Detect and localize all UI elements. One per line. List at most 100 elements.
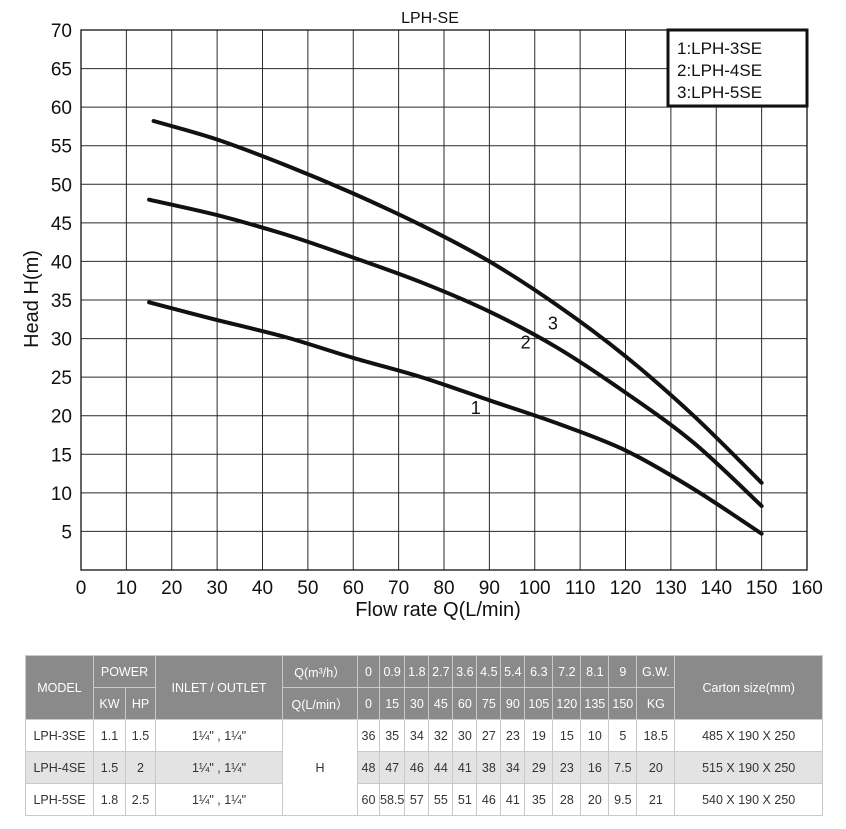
x-tick-label: 30 bbox=[207, 578, 228, 599]
curve-3 bbox=[151, 119, 764, 485]
head-cell: 44 bbox=[428, 751, 454, 784]
spec-table-container: MODEL POWER INLET / OUTLET Q(m³/h） 0 0.9… bbox=[25, 655, 823, 816]
head-cell: 35 bbox=[378, 719, 406, 752]
q-m3h-value: 6.3 bbox=[524, 655, 554, 688]
y-tick-label: 40 bbox=[51, 252, 72, 273]
head-cell: 27 bbox=[476, 719, 502, 752]
x-tick-label: 110 bbox=[565, 578, 595, 599]
table-row: LPH-4SE 1.5 2 1¼" , 1¼" 48 47 46 44 41 3… bbox=[25, 751, 823, 784]
legend: 1:LPH-3SE 2:LPH-4SE 3:LPH-5SE bbox=[666, 28, 809, 108]
model-cell: LPH-5SE bbox=[25, 783, 94, 816]
carton-header: Carton size(mm) bbox=[674, 655, 823, 720]
head-cell: 34 bbox=[404, 719, 430, 752]
head-cell: 35 bbox=[524, 783, 554, 816]
y-axis-label: Head H(m) bbox=[21, 250, 43, 348]
q-m3h-value: 9 bbox=[608, 655, 638, 688]
y-tick-label: 30 bbox=[51, 330, 72, 351]
head-cell: 48 bbox=[357, 751, 380, 784]
q-lmin-value: 75 bbox=[476, 687, 502, 720]
head-cell: 10 bbox=[580, 719, 610, 752]
head-cell: 29 bbox=[524, 751, 554, 784]
head-cell: 41 bbox=[500, 783, 526, 816]
model-cell: LPH-4SE bbox=[25, 751, 94, 784]
q-lmin-value: 0 bbox=[357, 687, 380, 720]
gw-cell: 20 bbox=[636, 751, 676, 784]
head-cell: 20 bbox=[580, 783, 610, 816]
q-m3h-value: 0.9 bbox=[378, 655, 406, 688]
kw-header: KW bbox=[93, 687, 126, 720]
head-cell: 51 bbox=[452, 783, 478, 816]
hp-cell: 2 bbox=[125, 751, 156, 784]
x-tick-label: 120 bbox=[610, 578, 642, 599]
q-m3h-value: 7.2 bbox=[552, 655, 582, 688]
head-cell: 60 bbox=[357, 783, 380, 816]
x-tick-label: 80 bbox=[433, 578, 454, 599]
q-m3h-value: 5.4 bbox=[500, 655, 526, 688]
curves bbox=[147, 119, 764, 536]
y-tick-label: 60 bbox=[51, 98, 72, 119]
head-cell: 57 bbox=[404, 783, 430, 816]
y-tick-label: 35 bbox=[51, 291, 72, 312]
y-tick-label: 25 bbox=[51, 368, 72, 389]
head-cell: 46 bbox=[404, 751, 430, 784]
y-tick-label: 15 bbox=[51, 445, 72, 466]
y-tick-label: 65 bbox=[51, 60, 72, 81]
carton-cell: 485 X 190 X 250 bbox=[674, 719, 823, 752]
model-cell: LPH-3SE bbox=[25, 719, 94, 752]
head-cell: 16 bbox=[580, 751, 610, 784]
gw-header: G.W. bbox=[636, 655, 676, 688]
q-lmin-header: Q(L/min） bbox=[282, 687, 358, 720]
grid-lines bbox=[81, 30, 807, 570]
kw-cell: 1.8 bbox=[93, 783, 126, 816]
plot-frame bbox=[80, 29, 808, 571]
head-cell: 30 bbox=[452, 719, 478, 752]
head-cell: 38 bbox=[476, 751, 502, 784]
q-lmin-value: 105 bbox=[524, 687, 554, 720]
y-tick-label: 10 bbox=[51, 484, 72, 505]
x-tick-label: 50 bbox=[297, 578, 318, 599]
x-tick-label: 130 bbox=[655, 578, 687, 599]
head-cell: 5 bbox=[608, 719, 638, 752]
hp-cell: 1.5 bbox=[125, 719, 156, 752]
y-tick-label: 20 bbox=[51, 407, 72, 428]
head-cell: 19 bbox=[524, 719, 554, 752]
y-tick-label: 45 bbox=[51, 214, 72, 235]
q-m3h-value: 3.6 bbox=[452, 655, 478, 688]
y-tick-labels: 5 10 15 20 25 30 35 40 45 50 55 60 65 70 bbox=[51, 21, 72, 543]
hp-header: HP bbox=[125, 687, 156, 720]
q-m3h-value: 4.5 bbox=[476, 655, 502, 688]
head-cell: 23 bbox=[552, 751, 582, 784]
curve-1 bbox=[147, 300, 764, 536]
curve-label-1: 1 bbox=[471, 398, 481, 418]
legend-box bbox=[666, 28, 809, 108]
head-cell: 41 bbox=[452, 751, 478, 784]
y-tick-label: 70 bbox=[51, 21, 72, 42]
x-tick-label: 140 bbox=[700, 578, 732, 599]
q-lmin-value: 45 bbox=[428, 687, 454, 720]
x-tick-labels: 0 10 20 30 40 50 60 70 80 90 100 110 120 130 140 150 160 bbox=[76, 578, 823, 599]
chart-title: LPH-SE bbox=[401, 10, 459, 27]
q-lmin-value: 15 bbox=[378, 687, 406, 720]
x-tick-label: 20 bbox=[161, 578, 182, 599]
q-m3h-value: 1.8 bbox=[404, 655, 430, 688]
q-lmin-value: 150 bbox=[608, 687, 638, 720]
q-lmin-value: 60 bbox=[452, 687, 478, 720]
q-lmin-value: 120 bbox=[552, 687, 582, 720]
gw-cell: 21 bbox=[636, 783, 676, 816]
y-tick-label: 50 bbox=[51, 175, 72, 196]
head-cell: 15 bbox=[552, 719, 582, 752]
y-tick-label: 55 bbox=[51, 137, 72, 158]
x-tick-label: 0 bbox=[76, 578, 87, 599]
carton-cell: 540 X 190 X 250 bbox=[674, 783, 823, 816]
q-m3h-value: 2.7 bbox=[428, 655, 454, 688]
head-cell: 23 bbox=[500, 719, 526, 752]
carton-cell: 515 X 190 X 250 bbox=[674, 751, 823, 784]
head-cell: 36 bbox=[357, 719, 380, 752]
gw-cell: 18.5 bbox=[636, 719, 676, 752]
x-tick-label: 60 bbox=[343, 578, 364, 599]
inlet-cell: 1¼" , 1¼" bbox=[155, 719, 283, 752]
q-lmin-value: 135 bbox=[580, 687, 610, 720]
head-cell: 58.5 bbox=[378, 783, 406, 816]
head-cell: 9.5 bbox=[608, 783, 638, 816]
head-cell: 46 bbox=[476, 783, 502, 816]
